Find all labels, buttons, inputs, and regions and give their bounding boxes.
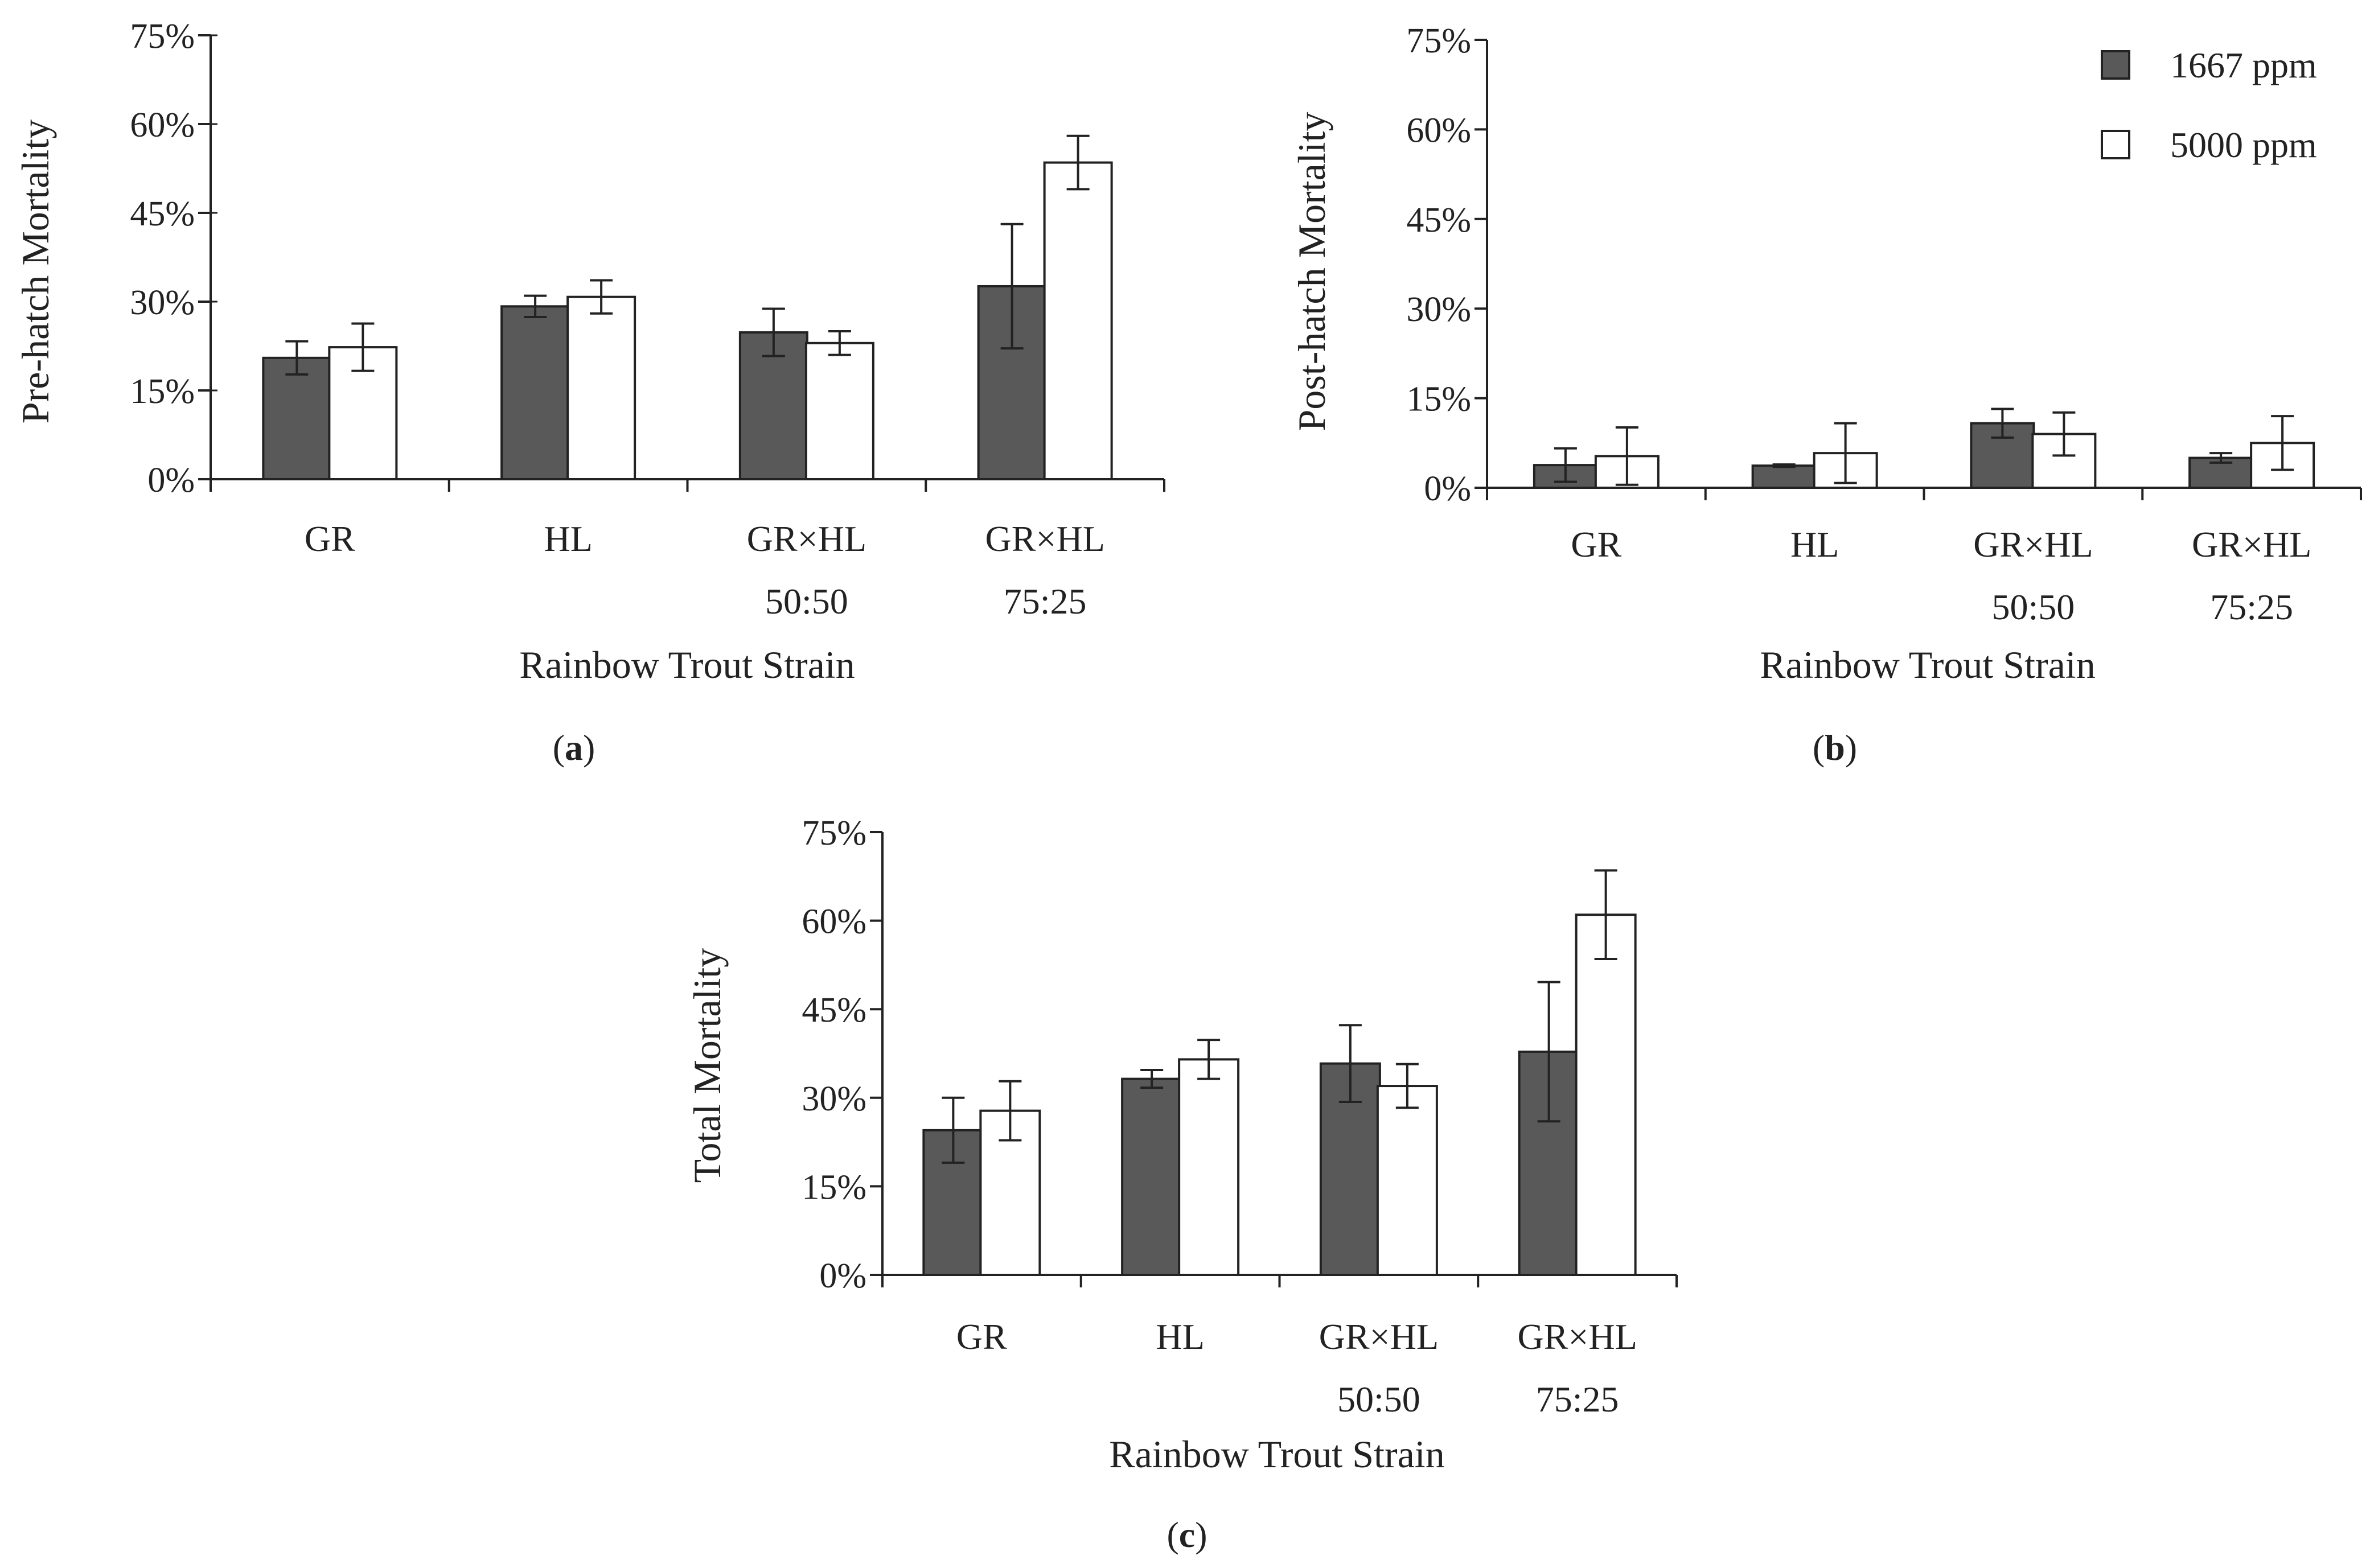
panel-b-category-label: GR×HL bbox=[1973, 524, 2093, 565]
panel-c-category-label: HL bbox=[1156, 1316, 1204, 1357]
panel-b-ylabel: Post-hatch Mortality bbox=[1290, 112, 1333, 431]
panel-b: Post-hatch Mortality Rainbow Trout Strai… bbox=[1290, 112, 2096, 768]
panel-c-bar-5000 bbox=[1178, 1058, 1240, 1276]
panel-b-ytick-label: 60% bbox=[1406, 111, 1471, 150]
panel-c-ytick-label: 30% bbox=[802, 1080, 866, 1118]
panel-b-category-label: HL bbox=[1790, 524, 1839, 565]
panel-c-category-label: 50:50 bbox=[1337, 1379, 1420, 1419]
panel-a-ytick-label: 15% bbox=[130, 372, 195, 411]
panel-c-ytick-label: 0% bbox=[819, 1257, 866, 1295]
panel-c-ylabel: Total Mortality bbox=[685, 948, 729, 1183]
panel-b-category-label: GR×HL bbox=[2192, 524, 2311, 565]
panel-c-ytick-label: 45% bbox=[802, 991, 866, 1030]
panel-b-ytick-label: 0% bbox=[1424, 470, 1471, 508]
panel-b-ytick-label: 75% bbox=[1406, 22, 1471, 60]
legend-label-5000: 5000 ppm bbox=[2170, 125, 2317, 165]
panel-a-category-label: 75:25 bbox=[1004, 581, 1087, 622]
panel-b-label: (b) bbox=[1813, 727, 1857, 768]
panel-a-bar-1667 bbox=[262, 356, 332, 480]
panel-a-ylabel: Pre-hatch Mortality bbox=[14, 120, 57, 423]
legend-swatch-5000 bbox=[2101, 130, 2130, 159]
legend: 1667 ppm 5000 ppm bbox=[2101, 45, 2317, 165]
panel-a-bar-1667 bbox=[977, 285, 1047, 480]
panel-b-xlabel: Rainbow Trout Strain bbox=[1760, 643, 2095, 686]
panel-a-category-label: GR×HL bbox=[985, 518, 1104, 559]
panel-a-bar-1667 bbox=[500, 305, 570, 480]
panel-b-ytick-label: 45% bbox=[1406, 201, 1471, 240]
panel-b-ytick-label: 30% bbox=[1406, 290, 1471, 329]
panel-a-category-label: HL bbox=[544, 518, 592, 559]
panel-a: Pre-hatch Mortality Rainbow Trout Strain… bbox=[14, 120, 855, 768]
panel-b-category-label: 50:50 bbox=[1991, 587, 2075, 627]
panel-a-bar-5000 bbox=[804, 341, 874, 480]
panel-c-bar-1667 bbox=[1121, 1077, 1183, 1276]
panel-a-ytick-label: 60% bbox=[130, 106, 195, 145]
panel-a-label: (a) bbox=[553, 727, 595, 768]
panel-b-category-label: 75:25 bbox=[2210, 587, 2293, 627]
panel-c-ytick-label: 60% bbox=[802, 903, 866, 941]
panel-c-ytick-label: 15% bbox=[802, 1168, 866, 1207]
panel-b-bar-1667 bbox=[1751, 464, 1817, 489]
panel-b-ytick-label: 15% bbox=[1406, 380, 1471, 419]
panel-c: Total Mortality Rainbow Trout Strain (c) bbox=[685, 948, 1445, 1555]
panel-a-ytick-label: 75% bbox=[130, 17, 195, 56]
panel-c-category-label: GR×HL bbox=[1517, 1316, 1637, 1357]
panel-c-xlabel: Rainbow Trout Strain bbox=[1109, 1433, 1444, 1476]
panel-c-bar-5000 bbox=[1575, 913, 1637, 1276]
panel-a-bar-5000 bbox=[566, 295, 636, 480]
panel-c-ytick-label: 75% bbox=[802, 814, 866, 853]
panel-a-category-label: 50:50 bbox=[765, 581, 848, 622]
panel-a-ytick-label: 0% bbox=[147, 461, 195, 500]
panel-c-bar-5000 bbox=[1376, 1085, 1438, 1276]
panel-a-category-label: GR×HL bbox=[747, 518, 866, 559]
legend-swatch-1667 bbox=[2101, 50, 2130, 80]
panel-a-ytick-label: 30% bbox=[130, 283, 195, 322]
panel-a-category-label: GR bbox=[305, 518, 355, 559]
panel-c-category-label: GR bbox=[956, 1316, 1007, 1357]
panel-b-category-label: GR bbox=[1571, 524, 1621, 565]
panel-a-xlabel: Rainbow Trout Strain bbox=[519, 643, 855, 686]
panel-c-label: (c) bbox=[1167, 1515, 1207, 1555]
legend-label-1667: 1667 ppm bbox=[2170, 45, 2317, 85]
panel-a-ytick-label: 45% bbox=[130, 195, 195, 233]
panel-c-category-label: GR×HL bbox=[1319, 1316, 1439, 1357]
panel-c-category-label: 75:25 bbox=[1536, 1379, 1619, 1419]
panel-a-bar-5000 bbox=[1043, 161, 1113, 481]
